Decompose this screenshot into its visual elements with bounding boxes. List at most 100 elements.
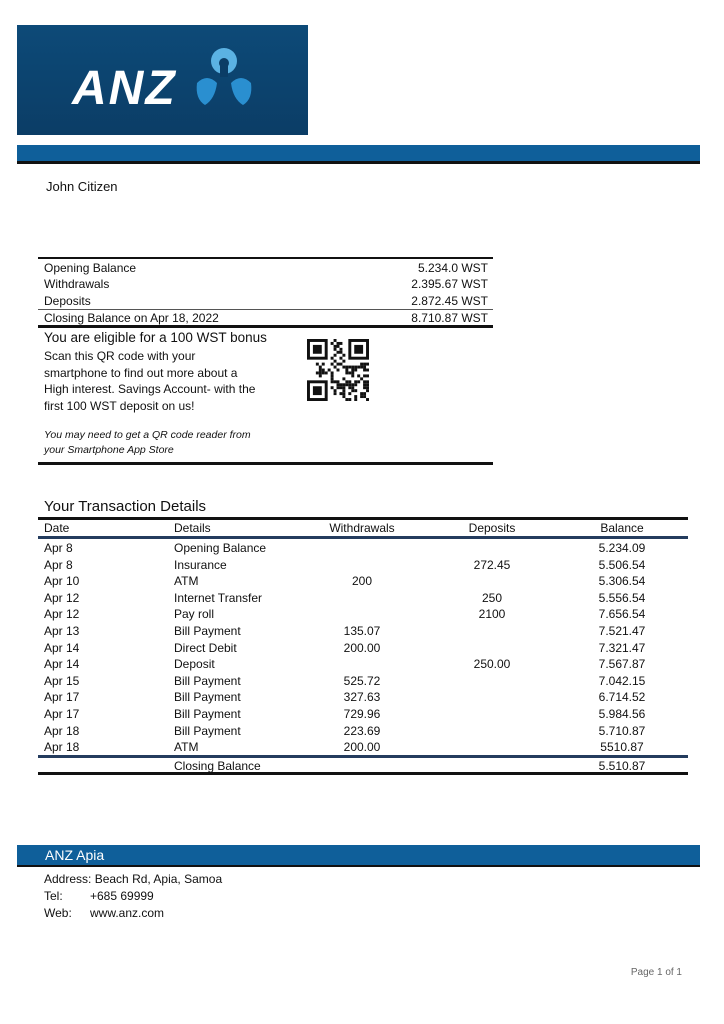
divider	[38, 309, 493, 310]
divider	[38, 517, 688, 520]
anz-people-icon	[196, 48, 252, 105]
logo-wordmark: ANZ	[72, 62, 177, 115]
cell-date: Apr 17	[44, 690, 80, 705]
promo-text: Scan this QR code with your smartphone t…	[44, 348, 255, 414]
closing-row: Closing Balance 5.510.87	[0, 759, 724, 775]
cell-balance: 7.567.87	[598, 657, 646, 672]
cell-balance: 5.556.54	[598, 590, 646, 605]
address-label: Address:	[44, 872, 92, 886]
cell-details: Internet Transfer	[174, 590, 263, 605]
cell-date: Apr 10	[44, 574, 80, 589]
divider	[38, 462, 493, 465]
table-row: Apr 13 Bill Payment 135.07 7.521.47	[0, 624, 724, 640]
promo-note-line: your Smartphone App Store	[44, 444, 174, 456]
cell-balance: 5.710.87	[598, 723, 646, 738]
closing-balance: 5.510.87	[598, 759, 646, 773]
cell-date: Apr 8	[44, 541, 73, 555]
table-row: Apr 17 Bill Payment 729.96 5.984.56	[0, 707, 724, 723]
cell-details: Pay roll	[174, 607, 215, 622]
cell-balance: 5.506.54	[598, 557, 646, 572]
cell-details: Opening Balance	[174, 541, 267, 555]
summary-value: 5.234.0 WST	[417, 261, 488, 275]
customer-name: John Citizen	[46, 179, 118, 194]
cell-deposit: 250	[481, 590, 503, 605]
branch-bar: ANZ Apia	[17, 845, 700, 867]
cell-date: Apr 14	[44, 640, 80, 655]
table-row: Apr 14 Direct Debit 200.00 7.321.47	[0, 641, 724, 657]
closing-balance-value: 8.710.87 WST	[411, 311, 488, 325]
cell-deposit: 2100	[478, 607, 506, 622]
summary-label: Withdrawals	[44, 277, 110, 291]
column-header-date: Date	[44, 521, 70, 535]
anz-logo: ANZ	[17, 25, 308, 135]
table-row: Apr 17 Bill Payment 327.63 6.714.52	[0, 690, 724, 706]
cell-date: Apr 12	[44, 607, 80, 622]
cell-details: Direct Debit	[174, 640, 237, 655]
cell-details: Bill Payment	[174, 723, 241, 738]
summary-label: Opening Balance	[44, 261, 137, 275]
web-link[interactable]: www.anz.com	[90, 906, 165, 920]
cell-date: Apr 17	[44, 707, 80, 721]
cell-details: Insurance	[174, 557, 227, 572]
table-header: Date Details Withdrawals Deposits Balanc…	[0, 521, 724, 537]
cell-details: Bill Payment	[174, 690, 241, 705]
column-header-withdrawals: Withdrawals	[329, 521, 395, 535]
cell-withdrawal: 200.00	[343, 740, 381, 755]
table-row: Apr 10 ATM 200 5.306.54	[0, 574, 724, 590]
table-row: Apr 18 Bill Payment 223.69 5.710.87	[0, 724, 724, 740]
branch-address: Address: Beach Rd, Apia, Samoa	[44, 872, 222, 886]
table-row: Apr 8 Opening Balance 5.234.09	[0, 541, 724, 557]
cell-date: Apr 18	[44, 740, 80, 755]
transactions-title: Your Transaction Details	[44, 498, 207, 515]
summary-value: 2.872.45 WST	[411, 294, 488, 308]
column-header-details: Details	[174, 521, 211, 535]
cell-deposit: 272.45	[473, 557, 511, 572]
branch-name: ANZ Apia	[45, 847, 105, 863]
summary-label: Deposits	[44, 294, 91, 308]
divider	[38, 755, 688, 758]
cell-date: Apr 13	[44, 624, 80, 638]
table-row: Apr 12 Internet Transfer 250 5.556.54	[0, 591, 724, 607]
cell-balance: 7.042.15	[598, 673, 646, 688]
divider	[38, 772, 688, 775]
tel-value: +685 69999	[90, 889, 154, 903]
cell-date: Apr 12	[44, 590, 80, 605]
cell-details: ATM	[174, 574, 199, 589]
promo-line: Scan this QR code with your	[44, 349, 196, 363]
cell-balance: 5.306.54	[598, 574, 646, 589]
cell-withdrawal: 200	[351, 574, 373, 589]
cell-details: Bill Payment	[174, 673, 241, 688]
closing-label: Closing Balance	[174, 759, 261, 773]
column-header-deposits: Deposits	[468, 521, 516, 535]
closing-balance-label: Closing Balance on Apr 18, 2022	[44, 311, 219, 325]
divider	[38, 325, 493, 328]
cell-withdrawal: 327.63	[343, 690, 381, 705]
cell-details: Bill Payment	[174, 707, 241, 721]
qr-code-icon[interactable]	[307, 339, 369, 401]
divider	[38, 536, 688, 539]
page-number: Page 1 of 1	[630, 967, 682, 978]
cell-date: Apr 8	[44, 557, 73, 572]
cell-date: Apr 18	[44, 723, 80, 738]
cell-balance: 6.714.52	[598, 690, 646, 705]
header-bar	[17, 145, 700, 164]
table-row: Apr 12 Pay roll 2100 7.656.54	[0, 607, 724, 623]
address-value: Beach Rd, Apia, Samoa	[94, 872, 223, 886]
cell-balance: 5510.87	[600, 740, 644, 755]
promo-line: smartphone to find out more about a	[44, 365, 238, 380]
promo-note-line: You may need to get a QR code reader fro…	[44, 429, 251, 441]
cell-balance: 5.234.09	[598, 541, 646, 555]
cell-balance: 5.984.56	[598, 707, 646, 721]
cell-balance: 7.321.47	[598, 640, 646, 655]
column-header-balance: Balance	[600, 521, 644, 535]
cell-withdrawal: 525.72	[343, 673, 381, 688]
cell-deposit: 250.00	[473, 657, 511, 672]
cell-details: Bill Payment	[174, 624, 241, 638]
promo-headline: You are eligible for a 100 WST bonus	[44, 330, 267, 345]
cell-date: Apr 14	[44, 657, 80, 672]
divider	[38, 257, 493, 259]
cell-details: Deposit	[174, 657, 215, 672]
web-label: Web:	[44, 906, 72, 920]
table-row: Apr 15 Bill Payment 525.72 7.042.15	[0, 674, 724, 690]
